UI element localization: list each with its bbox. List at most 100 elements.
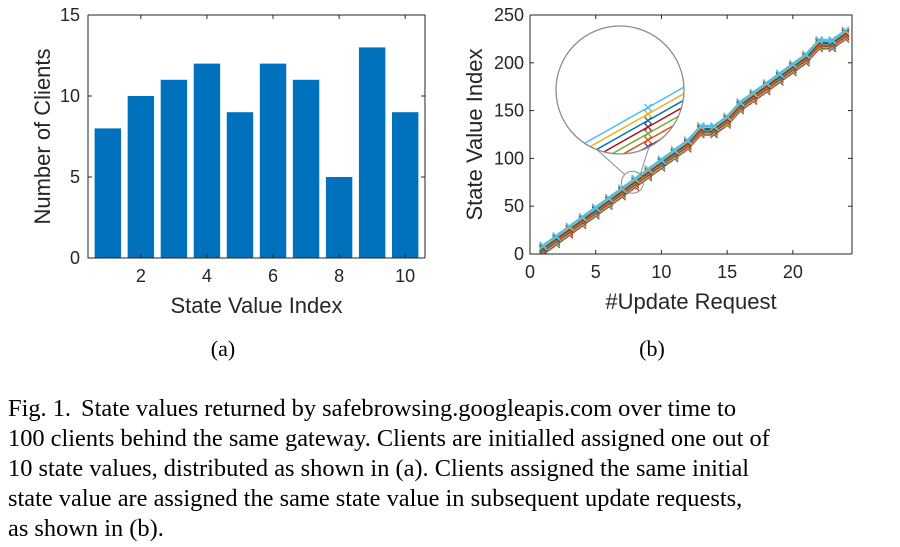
inset-border xyxy=(555,25,685,155)
y-tick-label: 200 xyxy=(494,53,524,73)
bar-1 xyxy=(94,128,122,258)
bar-10 xyxy=(391,112,419,258)
y-tick-label: 100 xyxy=(494,148,524,168)
y-tick-label: 250 xyxy=(494,5,524,25)
x-marker xyxy=(762,78,771,87)
x-marker xyxy=(657,155,666,164)
x-marker xyxy=(841,26,850,35)
bar-8 xyxy=(325,177,353,258)
x-marker xyxy=(644,136,652,144)
line-series-2 xyxy=(530,46,767,183)
x-marker xyxy=(696,121,705,130)
y-tick-label: 15 xyxy=(60,5,80,25)
x-marker xyxy=(736,98,745,106)
bar-5 xyxy=(226,112,254,258)
x-marker xyxy=(530,169,537,176)
bar-series xyxy=(94,47,419,259)
y-axis-label: Number of Clients xyxy=(30,48,55,224)
figure: 2 4 6 8 10 0 5 10 15 State Value Index Number o… xyxy=(30,5,853,361)
line-series-4 xyxy=(556,59,767,154)
x-marker xyxy=(530,182,537,189)
x-marker xyxy=(578,212,587,221)
caption-line-3: 10 state values, distributed as shown in… xyxy=(8,455,750,482)
x-tick-label: 10 xyxy=(395,266,415,286)
caption-label: Fig. 1. xyxy=(8,395,72,422)
bar-2 xyxy=(127,96,155,258)
x-tick-label: 20 xyxy=(783,262,803,282)
panel-label-b: (b) xyxy=(639,336,665,361)
caption-line-4: state value are assigned the same state … xyxy=(8,485,743,512)
y-tick-label: 50 xyxy=(504,196,524,216)
y-tick-label: 0 xyxy=(70,248,80,268)
x-marker xyxy=(815,35,824,44)
bar-4 xyxy=(193,63,221,258)
y-tick-label: 150 xyxy=(494,101,524,121)
x-marker xyxy=(670,145,679,154)
x-marker xyxy=(530,221,537,228)
panel-a-bar-chart: 2 4 6 8 10 0 5 10 15 State Value Index Number o… xyxy=(30,5,426,361)
y-tick-label: 0 xyxy=(514,244,524,264)
x-marker xyxy=(683,136,692,145)
x-marker xyxy=(723,112,732,121)
y-axis-label: State Value Index xyxy=(462,48,487,220)
line-series-3 xyxy=(530,52,767,189)
x-marker xyxy=(760,59,767,66)
inset-connector-right xyxy=(639,147,650,175)
line-series-6 xyxy=(530,72,767,209)
x-tick-label: 0 xyxy=(525,262,535,282)
bar-9 xyxy=(358,47,386,259)
x-marker xyxy=(760,98,767,105)
x-tick-label: 8 xyxy=(334,266,344,286)
x-marker xyxy=(802,50,810,59)
x-marker xyxy=(788,59,797,68)
magnified-inset xyxy=(530,25,767,235)
y-axis-ticks: 0 5 10 15 xyxy=(60,5,425,268)
x-tick-label: 6 xyxy=(268,266,278,286)
x-marker xyxy=(760,52,767,59)
x-marker xyxy=(530,202,537,209)
line-series-5 xyxy=(530,65,767,202)
x-axis-ticks: 0 5 10 15 20 xyxy=(525,15,803,282)
x-marker xyxy=(530,195,537,202)
x-tick-label: 15 xyxy=(717,262,737,282)
x-marker xyxy=(644,164,653,173)
figure-caption: Fig. 1. State values returned by safebrow… xyxy=(8,394,892,544)
y-axis-ticks: 0 50 100 150 200 250 xyxy=(494,5,852,264)
caption-line-2: 100 clients behind the same gateway. Cli… xyxy=(8,425,770,452)
line-series-group xyxy=(539,26,850,254)
inset-background xyxy=(556,26,684,154)
x-axis-label: #Update Request xyxy=(605,289,776,314)
x-marker xyxy=(644,123,652,131)
x-marker xyxy=(530,176,537,183)
x-marker xyxy=(760,46,767,53)
inset-source-circle xyxy=(621,170,645,194)
y-tick-label: 10 xyxy=(60,86,80,106)
x-tick-label: 2 xyxy=(136,266,146,286)
panel-label-a: (a) xyxy=(211,336,235,361)
panel-b-line-chart: 0 5 10 15 20 0 50 100 150 200 250 #Update Request… xyxy=(462,5,853,361)
x-marker xyxy=(644,129,652,138)
bar-7 xyxy=(292,79,320,258)
x-marker xyxy=(760,72,767,79)
x-tick-label: 10 xyxy=(651,262,671,282)
x-marker xyxy=(604,193,613,202)
x-marker xyxy=(552,231,561,240)
x-marker xyxy=(775,69,784,78)
x-marker xyxy=(644,116,652,125)
x-marker xyxy=(631,174,640,183)
x-tick-label: 4 xyxy=(202,266,212,286)
x-marker xyxy=(530,228,537,235)
bar-3 xyxy=(160,79,188,258)
x-marker xyxy=(539,241,548,250)
caption-line-1: Fig. 1. State values returned by safebrow… xyxy=(8,394,892,424)
caption-line-5: as shown in (b). xyxy=(8,515,164,542)
x-marker xyxy=(760,65,767,72)
x-axis-ticks: 2 4 6 8 10 xyxy=(136,15,415,286)
bar-6 xyxy=(259,63,287,258)
x-marker xyxy=(530,215,537,222)
x-marker xyxy=(565,222,574,231)
x-marker xyxy=(828,35,837,44)
x-tick-label: 5 xyxy=(591,262,601,282)
x-marker xyxy=(644,103,652,112)
x-marker xyxy=(710,121,718,130)
